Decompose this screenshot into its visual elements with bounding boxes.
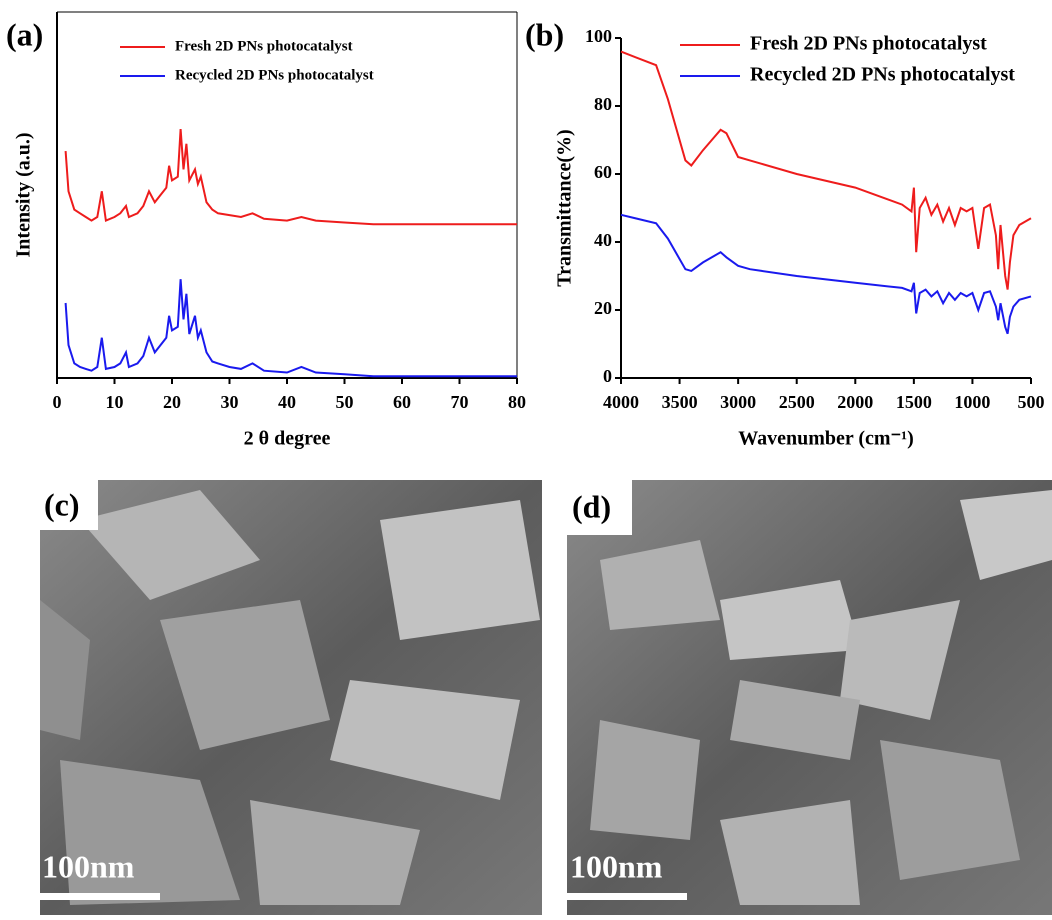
x-tick-label: 40 — [278, 392, 296, 412]
legend-label: Recycled 2D PNs photocatalyst — [175, 67, 374, 83]
x-tick-label: 2500 — [779, 392, 815, 412]
panel-label: (c) — [44, 486, 80, 522]
figure: (c) (d) 100nm 100nm 0 10 20 30 40 50 60 70 80 2 θ… — [0, 0, 1052, 915]
y-axis-label: Transmittance(%) — [554, 129, 576, 286]
y-tick-label: 40 — [594, 230, 612, 250]
x-tick-label: 1500 — [896, 392, 932, 412]
series-line — [66, 129, 517, 224]
x-tick-label: 80 — [508, 392, 526, 412]
y-tick-label: 20 — [594, 298, 612, 318]
x-tick-label: 30 — [221, 392, 239, 412]
series-line — [621, 52, 1031, 290]
x-tick-label: 500 — [1018, 392, 1045, 412]
scale-bar-label: 100nm — [570, 848, 663, 884]
series-line — [621, 215, 1031, 334]
x-axis-label: 2 θ degree — [244, 428, 331, 450]
legend-label: Fresh 2D PNs photocatalyst — [175, 38, 353, 54]
x-tick-label: 60 — [393, 392, 411, 412]
x-tick-label: 50 — [336, 392, 354, 412]
y-axis-label: Intensity (a.u.) — [13, 132, 35, 257]
x-tick-label: 10 — [106, 392, 124, 412]
x-tick-label: 3000 — [720, 392, 756, 412]
series-line — [66, 279, 517, 376]
y-tick-label: 100 — [585, 26, 612, 46]
x-tick-label: 20 — [163, 392, 181, 412]
x-tick-label: 2000 — [837, 392, 873, 412]
x-tick-label: 1000 — [954, 392, 990, 412]
y-tick-label: 60 — [594, 162, 612, 182]
scale-bar-label: 100nm — [42, 848, 135, 884]
panel-label: (b) — [525, 16, 564, 52]
x-tick-label: 4000 — [603, 392, 639, 412]
x-tick-label: 70 — [451, 392, 469, 412]
y-tick-label: 80 — [594, 94, 612, 114]
y-tick-label: 0 — [603, 366, 612, 386]
x-tick-label: 3500 — [662, 392, 698, 412]
x-tick-label: 0 — [53, 392, 62, 412]
x-axis-label: Wavenumber (cm⁻¹) — [738, 428, 914, 450]
panel-label: (d) — [572, 488, 611, 524]
legend-label: Fresh 2D PNs photocatalyst — [750, 33, 987, 55]
panel-label: (a) — [6, 16, 43, 52]
legend-label: Recycled 2D PNs photocatalyst — [750, 64, 1015, 86]
